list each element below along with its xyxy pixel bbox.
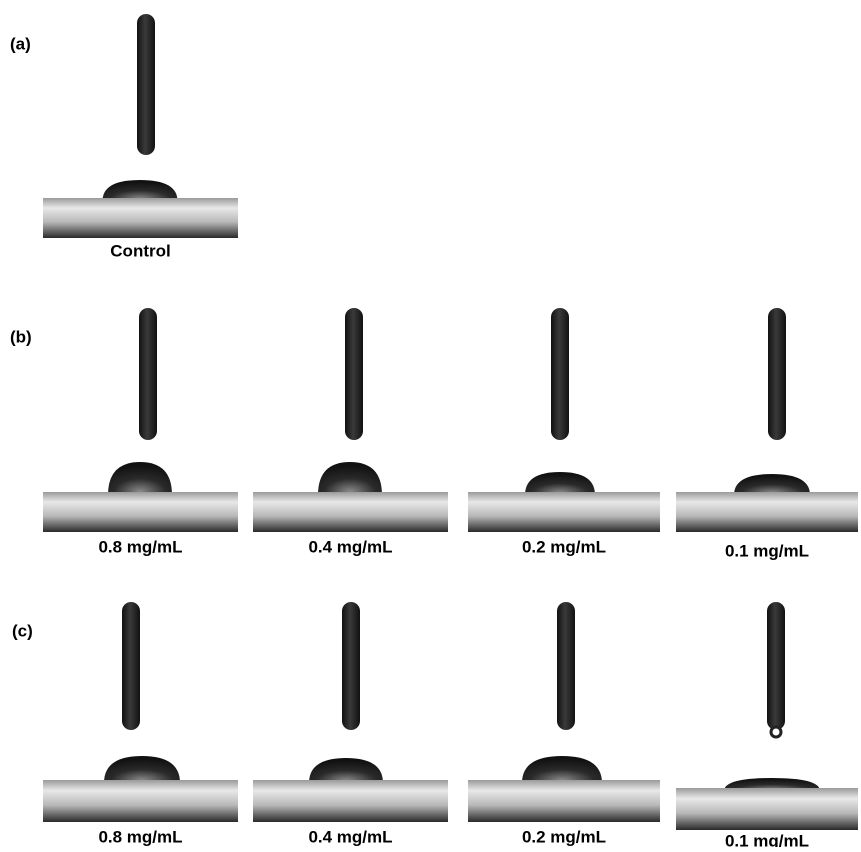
figure: (a) Control (b) 0.8 mg/mL 0.4 mg/mL 0.2 mg/mL… [0, 0, 861, 847]
needle [551, 308, 569, 440]
droplet [525, 472, 595, 495]
substrate [468, 492, 660, 532]
caption: 0.8 mg/mL [98, 537, 182, 556]
caption: 0.1 mg/mL [725, 831, 809, 847]
photo [468, 602, 660, 822]
needle-tip-drop [771, 727, 781, 737]
droplet [104, 756, 180, 783]
caption: 0.8 mg/mL [98, 827, 182, 846]
droplet [103, 180, 178, 201]
substrate [676, 788, 858, 830]
photo [43, 14, 238, 238]
photo [43, 308, 238, 532]
photo [253, 602, 448, 822]
caption: 0.1 mg/mL [725, 541, 809, 560]
droplet [108, 462, 172, 495]
droplet [522, 756, 602, 783]
droplet [309, 758, 383, 783]
caption: 0.4 mg/mL [308, 537, 392, 556]
substrate [43, 780, 238, 822]
needle [557, 602, 575, 730]
photo [676, 308, 858, 532]
panel-label: (c) [12, 621, 33, 640]
needle [768, 308, 786, 440]
needle [345, 308, 363, 440]
droplet [318, 462, 382, 495]
caption: 0.2 mg/mL [522, 827, 606, 846]
needle [122, 602, 140, 730]
photo [676, 602, 858, 830]
photo [468, 308, 660, 532]
needle [767, 602, 785, 730]
caption: Control [110, 241, 170, 260]
caption: 0.2 mg/mL [522, 537, 606, 556]
panel-label: (b) [10, 327, 32, 346]
needle [342, 602, 360, 730]
panel-label: (a) [10, 34, 31, 53]
substrate [253, 492, 448, 532]
photo [43, 602, 238, 822]
substrate [253, 780, 448, 822]
substrate [43, 198, 238, 238]
substrate [676, 492, 858, 532]
substrate [468, 780, 660, 822]
caption: 0.4 mg/mL [308, 827, 392, 846]
substrate [43, 492, 238, 532]
needle [137, 14, 155, 155]
droplet [734, 474, 810, 495]
needle [139, 308, 157, 440]
photo [253, 308, 448, 532]
